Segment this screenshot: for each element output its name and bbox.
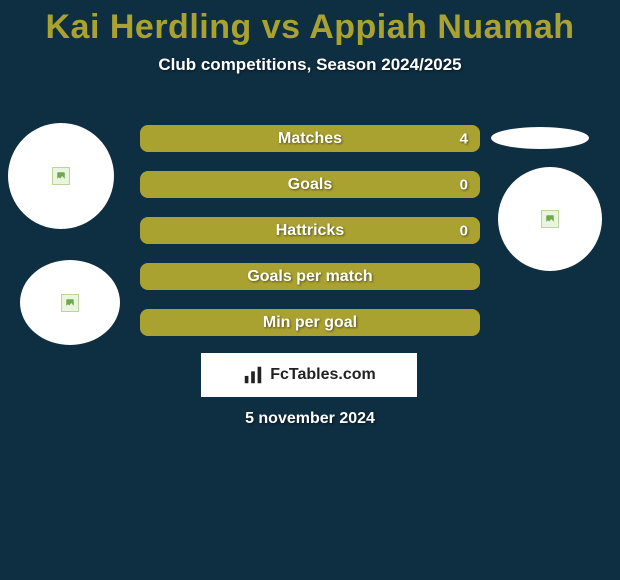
stat-label: Goals	[288, 176, 332, 194]
stat-label: Goals per match	[247, 268, 372, 286]
stat-bar: Min per goal	[140, 309, 480, 336]
infographic-date: 5 november 2024	[0, 410, 620, 428]
stat-bars: Matches 4 Goals 0 Hattricks 0 Goals per …	[140, 125, 480, 355]
stat-value: 0	[460, 222, 468, 239]
page-title: Kai Herdling vs Appiah Nuamah	[0, 0, 620, 47]
stat-label: Hattricks	[276, 222, 344, 240]
bars-chart-icon	[242, 364, 264, 386]
page-subtitle: Club competitions, Season 2024/2025	[0, 55, 620, 75]
brand-text: FcTables.com	[270, 366, 376, 384]
comparison-infographic: Kai Herdling vs Appiah Nuamah Club compe…	[0, 0, 620, 580]
stat-value: 0	[460, 176, 468, 193]
stat-bar: Hattricks 0	[140, 217, 480, 244]
avatar-left-bottom	[20, 260, 120, 345]
stat-value: 4	[460, 130, 468, 147]
image-placeholder-icon	[61, 294, 79, 312]
stat-label: Matches	[278, 130, 342, 148]
avatar-left-top	[8, 123, 114, 229]
stat-bar: Matches 4	[140, 125, 480, 152]
avatar-right-ellipse	[491, 127, 589, 149]
brand-badge: FcTables.com	[201, 353, 417, 397]
image-placeholder-icon	[541, 210, 559, 228]
stat-bar: Goals 0	[140, 171, 480, 198]
stat-label: Min per goal	[263, 314, 357, 332]
stat-bar: Goals per match	[140, 263, 480, 290]
image-placeholder-icon	[52, 167, 70, 185]
avatar-right	[498, 167, 602, 271]
